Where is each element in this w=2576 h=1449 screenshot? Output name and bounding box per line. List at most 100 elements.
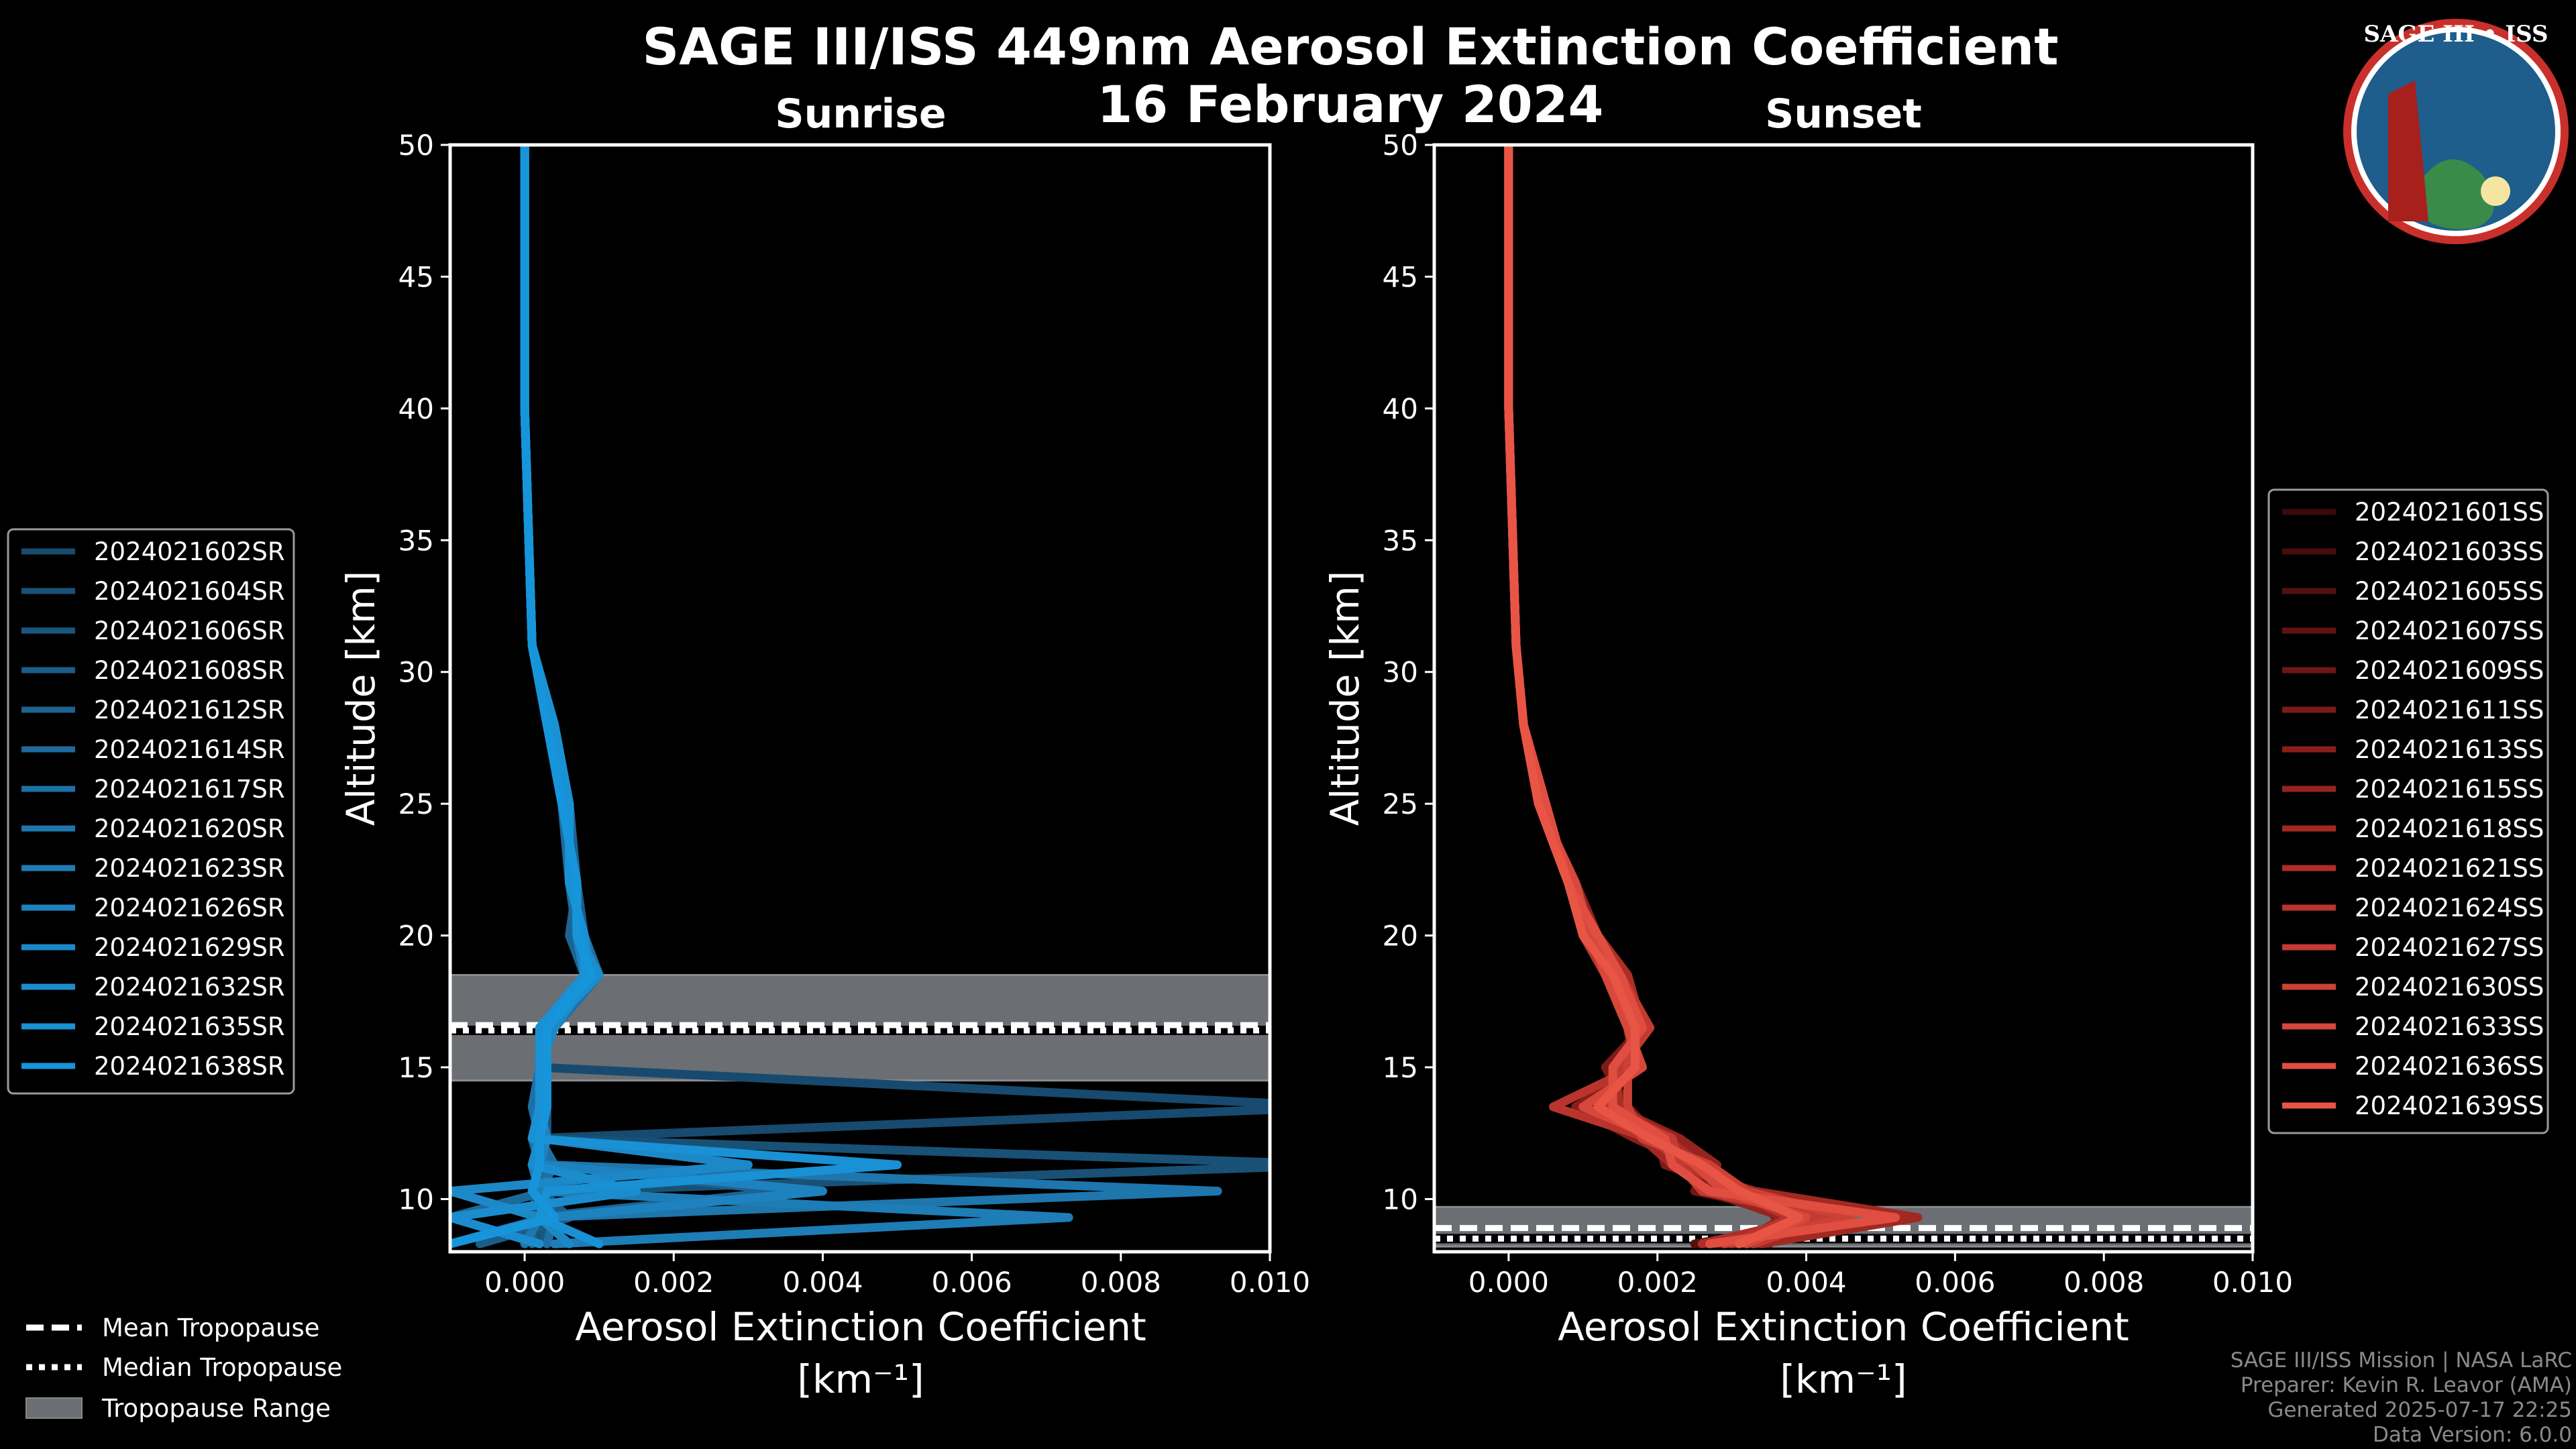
legend-item: 2024021638SR <box>21 1052 285 1081</box>
footer-credits: SAGE III/ISS Mission | NASA LaRC Prepare… <box>2231 1348 2572 1447</box>
mean-tropopause-label: Mean Tropopause <box>102 1313 320 1342</box>
y-tick-label: 45 <box>1383 260 1418 293</box>
sunset-plot: 0.000 0.002 0.004 0.006 0.008 0.010 10 15 20 25 30… <box>1383 129 2294 1299</box>
logo-figure-icon <box>2388 80 2428 221</box>
axes-frame <box>448 143 1272 1254</box>
legend-item: 2024021611SS <box>2282 696 2544 724</box>
legend-label: 2024021611SS <box>2355 696 2544 724</box>
legend-item: 2024021601SS <box>2282 498 2544 527</box>
legend-item: 2024021604SR <box>21 577 285 606</box>
profile-line-2024021611SS <box>1504 145 1803 1248</box>
legend-label: 2024021609SS <box>2355 656 2544 685</box>
sunset-legend: 2024021601SS 2024021603SS 2024021605SS 2024… <box>2267 488 2549 1134</box>
profile-line-2024021601SS <box>1504 145 1796 1248</box>
legend-label: 2024021617SR <box>94 775 285 804</box>
x-tick-label: 0.002 <box>1617 1266 1698 1299</box>
y-tick-label: 10 <box>1383 1183 1418 1216</box>
legend-label: 2024021613SS <box>2355 735 2544 764</box>
legend-item: 2024021609SS <box>2282 656 2544 685</box>
legend-label: 2024021639SS <box>2355 1091 2544 1120</box>
legend-item: 2024021606SR <box>21 616 285 645</box>
y-tick-label: 35 <box>1383 524 1418 557</box>
plot-area <box>450 145 1270 1248</box>
legend-item: 2024021614SR <box>21 735 285 764</box>
legend-item: 2024021602SR <box>21 537 285 566</box>
legend-label: 2024021623SR <box>94 854 285 883</box>
legend-label: 2024021636SS <box>2355 1052 2544 1081</box>
legend-label: 2024021612SR <box>94 696 285 724</box>
legend-item: 2024021626SR <box>21 894 285 922</box>
y-tick-label: 15 <box>1383 1051 1418 1084</box>
y-tick-label: 30 <box>398 656 434 689</box>
y-tick-label: 35 <box>398 524 434 557</box>
legend-label: 2024021632SR <box>94 973 285 1002</box>
y-tick-label: 50 <box>1383 129 1418 162</box>
legend-item: 2024021623SR <box>21 854 285 883</box>
legend-label: 2024021602SR <box>94 537 285 566</box>
legend-item: 2024021607SS <box>2282 616 2544 645</box>
profile-line-2024021605SS <box>1504 145 1848 1248</box>
y-tick-label: 20 <box>398 920 434 953</box>
figure-date: 16 February 2024 <box>1097 74 1604 134</box>
x-tick-label: 0.000 <box>1468 1266 1549 1299</box>
profile-line-2024021618SS <box>1504 145 1923 1248</box>
median-tropopause-label: Median Tropopause <box>102 1353 342 1382</box>
legend-item: 2024021605SS <box>2282 577 2544 606</box>
y-tick-label: 45 <box>398 260 434 293</box>
x-tick-label: 0.008 <box>1081 1266 1161 1299</box>
legend-label: 2024021618SS <box>2355 814 2544 843</box>
legend-item: 2024021627SS <box>2282 933 2544 962</box>
tropopause-legend: Mean Tropopause Median Tropopause Tropop… <box>25 1313 342 1423</box>
profile-line-2024021638SR <box>450 145 596 1248</box>
y-tick-label: 15 <box>398 1051 434 1084</box>
sunrise-x-axis-label: Aerosol Extinction Coefficient <box>575 1304 1146 1350</box>
legend-item: 2024021630SS <box>2282 973 2544 1002</box>
legend-label: 2024021614SR <box>94 735 285 764</box>
legend-frame <box>2267 488 2549 1134</box>
sage-iii-iss-logo: SAGE III • ISS <box>2343 19 2569 244</box>
profile-line-2024021636SS <box>1504 145 1900 1248</box>
legend-label: 2024021620SR <box>94 814 285 843</box>
legend-label: 2024021615SS <box>2355 775 2544 804</box>
x-tick-label: 0.006 <box>932 1266 1012 1299</box>
profile-line-2024021633SS <box>1504 145 1811 1248</box>
legend-label: 2024021627SS <box>2355 933 2544 962</box>
logo-moon-icon <box>2481 176 2510 206</box>
y-tick-label: 30 <box>1383 656 1418 689</box>
footer-mission: SAGE III/ISS Mission | NASA LaRC <box>2231 1348 2572 1373</box>
legend-item: 2024021615SS <box>2282 775 2544 804</box>
legend-label: 2024021608SR <box>94 656 285 685</box>
sunset-x-axis-label: Aerosol Extinction Coefficient <box>1558 1304 2129 1350</box>
sunset-panel-title: Sunset <box>1765 91 1922 138</box>
profile-line-2024021624SS <box>1504 145 1796 1248</box>
sunrise-plot: 0.000 0.002 0.004 0.006 0.008 0.010 10 15 20 25 30… <box>398 129 1311 1299</box>
x-tick-label: 0.004 <box>782 1266 863 1299</box>
legend-label: 2024021635SR <box>94 1012 285 1041</box>
x-tick-label: 0.002 <box>633 1266 714 1299</box>
legend-label: 2024021603SS <box>2355 537 2544 566</box>
y-tick-label: 20 <box>1383 920 1418 953</box>
profile-line-2024021630SS <box>1504 145 1856 1248</box>
footer-preparer: Preparer: Kevin R. Leavor (AMA) <box>2241 1373 2572 1397</box>
legend-label: 2024021624SS <box>2355 894 2544 922</box>
legend-item: 2024021621SS <box>2282 854 2544 883</box>
legend-label: 2024021626SR <box>94 894 285 922</box>
legend-item: 2024021639SS <box>2282 1091 2544 1120</box>
profile-line-2024021613SS <box>1504 145 1841 1248</box>
sunrise-legend: 2024021602SR 2024021604SR 2024021606SR 2024… <box>7 528 295 1095</box>
legend-label: 2024021601SS <box>2355 498 2544 527</box>
legend-label: 2024021630SS <box>2355 973 2544 1002</box>
x-tick-label: 0.004 <box>1766 1266 1846 1299</box>
sunrise-panel-title: Sunrise <box>775 91 946 138</box>
plot-area <box>1434 145 2253 1248</box>
y-tick-label: 50 <box>398 129 434 162</box>
legend-item: 2024021613SS <box>2282 735 2544 764</box>
legend-item: 2024021618SS <box>2282 814 2544 843</box>
x-tick-label: 0.008 <box>2063 1266 2144 1299</box>
profile-line-2024021607SS <box>1504 145 1781 1248</box>
y-tick-label: 10 <box>398 1183 434 1216</box>
axes-frame <box>1432 143 2255 1254</box>
profile-line-2024021615SS <box>1504 145 1788 1248</box>
legend-label: 2024021606SR <box>94 616 285 645</box>
legend-label: 2024021607SS <box>2355 616 2544 645</box>
